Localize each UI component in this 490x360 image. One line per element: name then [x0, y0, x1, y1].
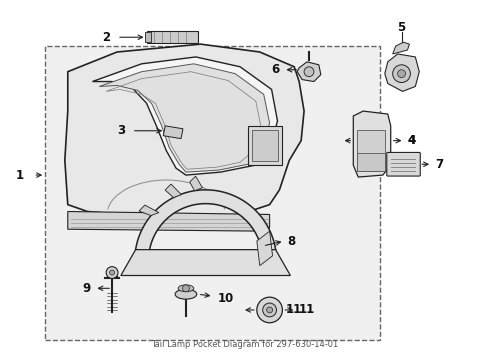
Circle shape [263, 303, 276, 317]
Text: 4: 4 [408, 134, 416, 147]
Polygon shape [93, 57, 277, 175]
Bar [252, 130, 278, 161]
Polygon shape [139, 205, 159, 216]
Text: 2: 2 [102, 31, 110, 44]
Ellipse shape [175, 289, 197, 299]
Bar [45, 46, 380, 339]
Polygon shape [163, 126, 183, 139]
Bar [357, 130, 385, 171]
Polygon shape [165, 184, 181, 198]
Circle shape [106, 267, 118, 278]
Circle shape [110, 270, 115, 275]
Ellipse shape [178, 285, 194, 292]
Circle shape [304, 67, 314, 77]
Polygon shape [99, 64, 270, 172]
Polygon shape [385, 54, 419, 91]
Text: 3: 3 [117, 124, 125, 137]
Text: 11: 11 [299, 303, 316, 316]
Polygon shape [68, 212, 270, 231]
Circle shape [182, 285, 189, 292]
Text: 8: 8 [287, 235, 295, 248]
Circle shape [397, 70, 406, 78]
Circle shape [392, 65, 411, 82]
Polygon shape [136, 190, 276, 252]
Text: 9: 9 [82, 282, 91, 295]
Text: 4: 4 [408, 134, 416, 147]
Text: 11: 11 [285, 303, 302, 316]
FancyBboxPatch shape [387, 152, 420, 176]
Text: 5: 5 [397, 21, 406, 34]
Polygon shape [353, 111, 391, 177]
Polygon shape [65, 44, 304, 217]
Text: 10: 10 [218, 292, 234, 305]
Polygon shape [392, 42, 410, 54]
Bar [147, 31, 198, 43]
Circle shape [257, 297, 282, 323]
Polygon shape [297, 62, 321, 82]
Bar [145, 32, 151, 42]
Text: Tail Lamp Pocket Diagram for 297-630-14-01: Tail Lamp Pocket Diagram for 297-630-14-… [151, 340, 339, 349]
Circle shape [267, 307, 272, 313]
Polygon shape [190, 176, 202, 191]
Polygon shape [257, 231, 272, 266]
Bar [248, 126, 282, 165]
Text: 6: 6 [271, 63, 279, 76]
Polygon shape [121, 249, 291, 275]
Text: 7: 7 [435, 158, 443, 171]
Bar [357, 153, 385, 171]
Text: 1: 1 [15, 168, 24, 181]
